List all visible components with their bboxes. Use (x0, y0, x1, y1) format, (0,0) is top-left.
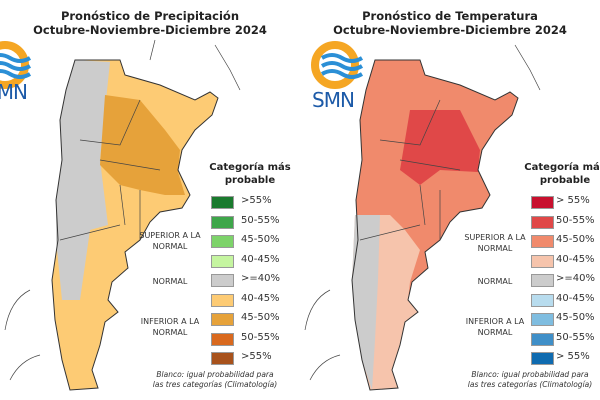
legend-label: 50-55% (241, 214, 280, 226)
legend-label: 45-50% (556, 312, 595, 323)
smn-logo-icon (0, 41, 32, 89)
legend-swatch (211, 196, 234, 209)
temperature-panel: Pronóstico de Temperatura Octubre-Noviemb… (300, 0, 600, 400)
legend-group-above: SUPERIOR A LA NORMAL (464, 233, 526, 253)
legend-swatch (531, 196, 554, 209)
legend-label: 40-45% (556, 292, 595, 304)
precipitation-panel: Pronóstico de Precipitación Octubre-Novie… (0, 9, 291, 391)
legend-swatch (211, 274, 234, 287)
legend-label: >55% (241, 351, 272, 362)
legend-swatch (531, 332, 554, 346)
legend-group-normal: NORMAL (152, 277, 188, 286)
legend-group-above: SUPERIOR A LA NORMAL (139, 231, 201, 251)
legend-swatch (211, 352, 234, 365)
precipitation-title: Pronóstico de Precipitación Octubre-Novie… (33, 9, 267, 37)
legend-label: > 55% (556, 351, 590, 362)
legend-swatch (531, 235, 554, 248)
legend-swatch (531, 274, 554, 287)
legend-label: >55% (241, 195, 272, 206)
legend-label: >=40% (556, 273, 595, 284)
legend-swatch (531, 254, 554, 268)
smn-logo-text: SMN (0, 80, 28, 104)
temperature-map (304, 44, 541, 391)
legend-swatch (211, 215, 234, 229)
legend-group-below: INFERIOR A LA NORMAL (140, 317, 200, 337)
legend-swatch (531, 313, 554, 326)
legend-swatch (211, 332, 234, 346)
legend-group-normal: NORMAL (477, 277, 513, 286)
legend-swatch (531, 215, 554, 229)
below-normal-region (100, 95, 185, 195)
normal-region (56, 60, 110, 300)
legend-title: Categoría más probable (524, 162, 600, 186)
legend-label: 45-50% (556, 234, 595, 245)
smn-logo-text: SMN (312, 88, 355, 112)
legend-label: 45-50% (241, 312, 280, 323)
legend-swatch (531, 293, 554, 307)
legend-label: > 55% (556, 195, 590, 206)
smn-logo-icon (311, 41, 364, 89)
precipitation-map (4, 39, 241, 391)
legend-swatch (211, 235, 234, 248)
legend-label: 50-55% (556, 214, 595, 226)
legend-label: 40-45% (241, 253, 280, 265)
high-above-region (400, 110, 480, 185)
legend-group-below: INFERIOR A LA NORMAL (465, 317, 525, 337)
legend-swatch (211, 254, 234, 268)
legend-label: >=40% (241, 273, 280, 284)
normal-region (352, 215, 380, 390)
legend-swatch (211, 293, 234, 307)
legend-label: 40-45% (556, 253, 595, 265)
temperature-title: Pronóstico de Temperatura Octubre-Noviemb… (333, 9, 567, 37)
legend-label: 45-50% (241, 234, 280, 245)
legend-note: Blanco: igual probabilidad para las tres … (152, 370, 278, 389)
legend-swatch (531, 352, 554, 365)
legend-label: 50-55% (241, 331, 280, 343)
legend-note: Blanco: igual probabilidad para las tres … (467, 370, 593, 389)
legend-label: 40-45% (241, 292, 280, 304)
legend-label: 50-55% (556, 331, 595, 343)
legend-title: Categoría más probable (209, 162, 291, 186)
legend-swatch (211, 313, 234, 326)
